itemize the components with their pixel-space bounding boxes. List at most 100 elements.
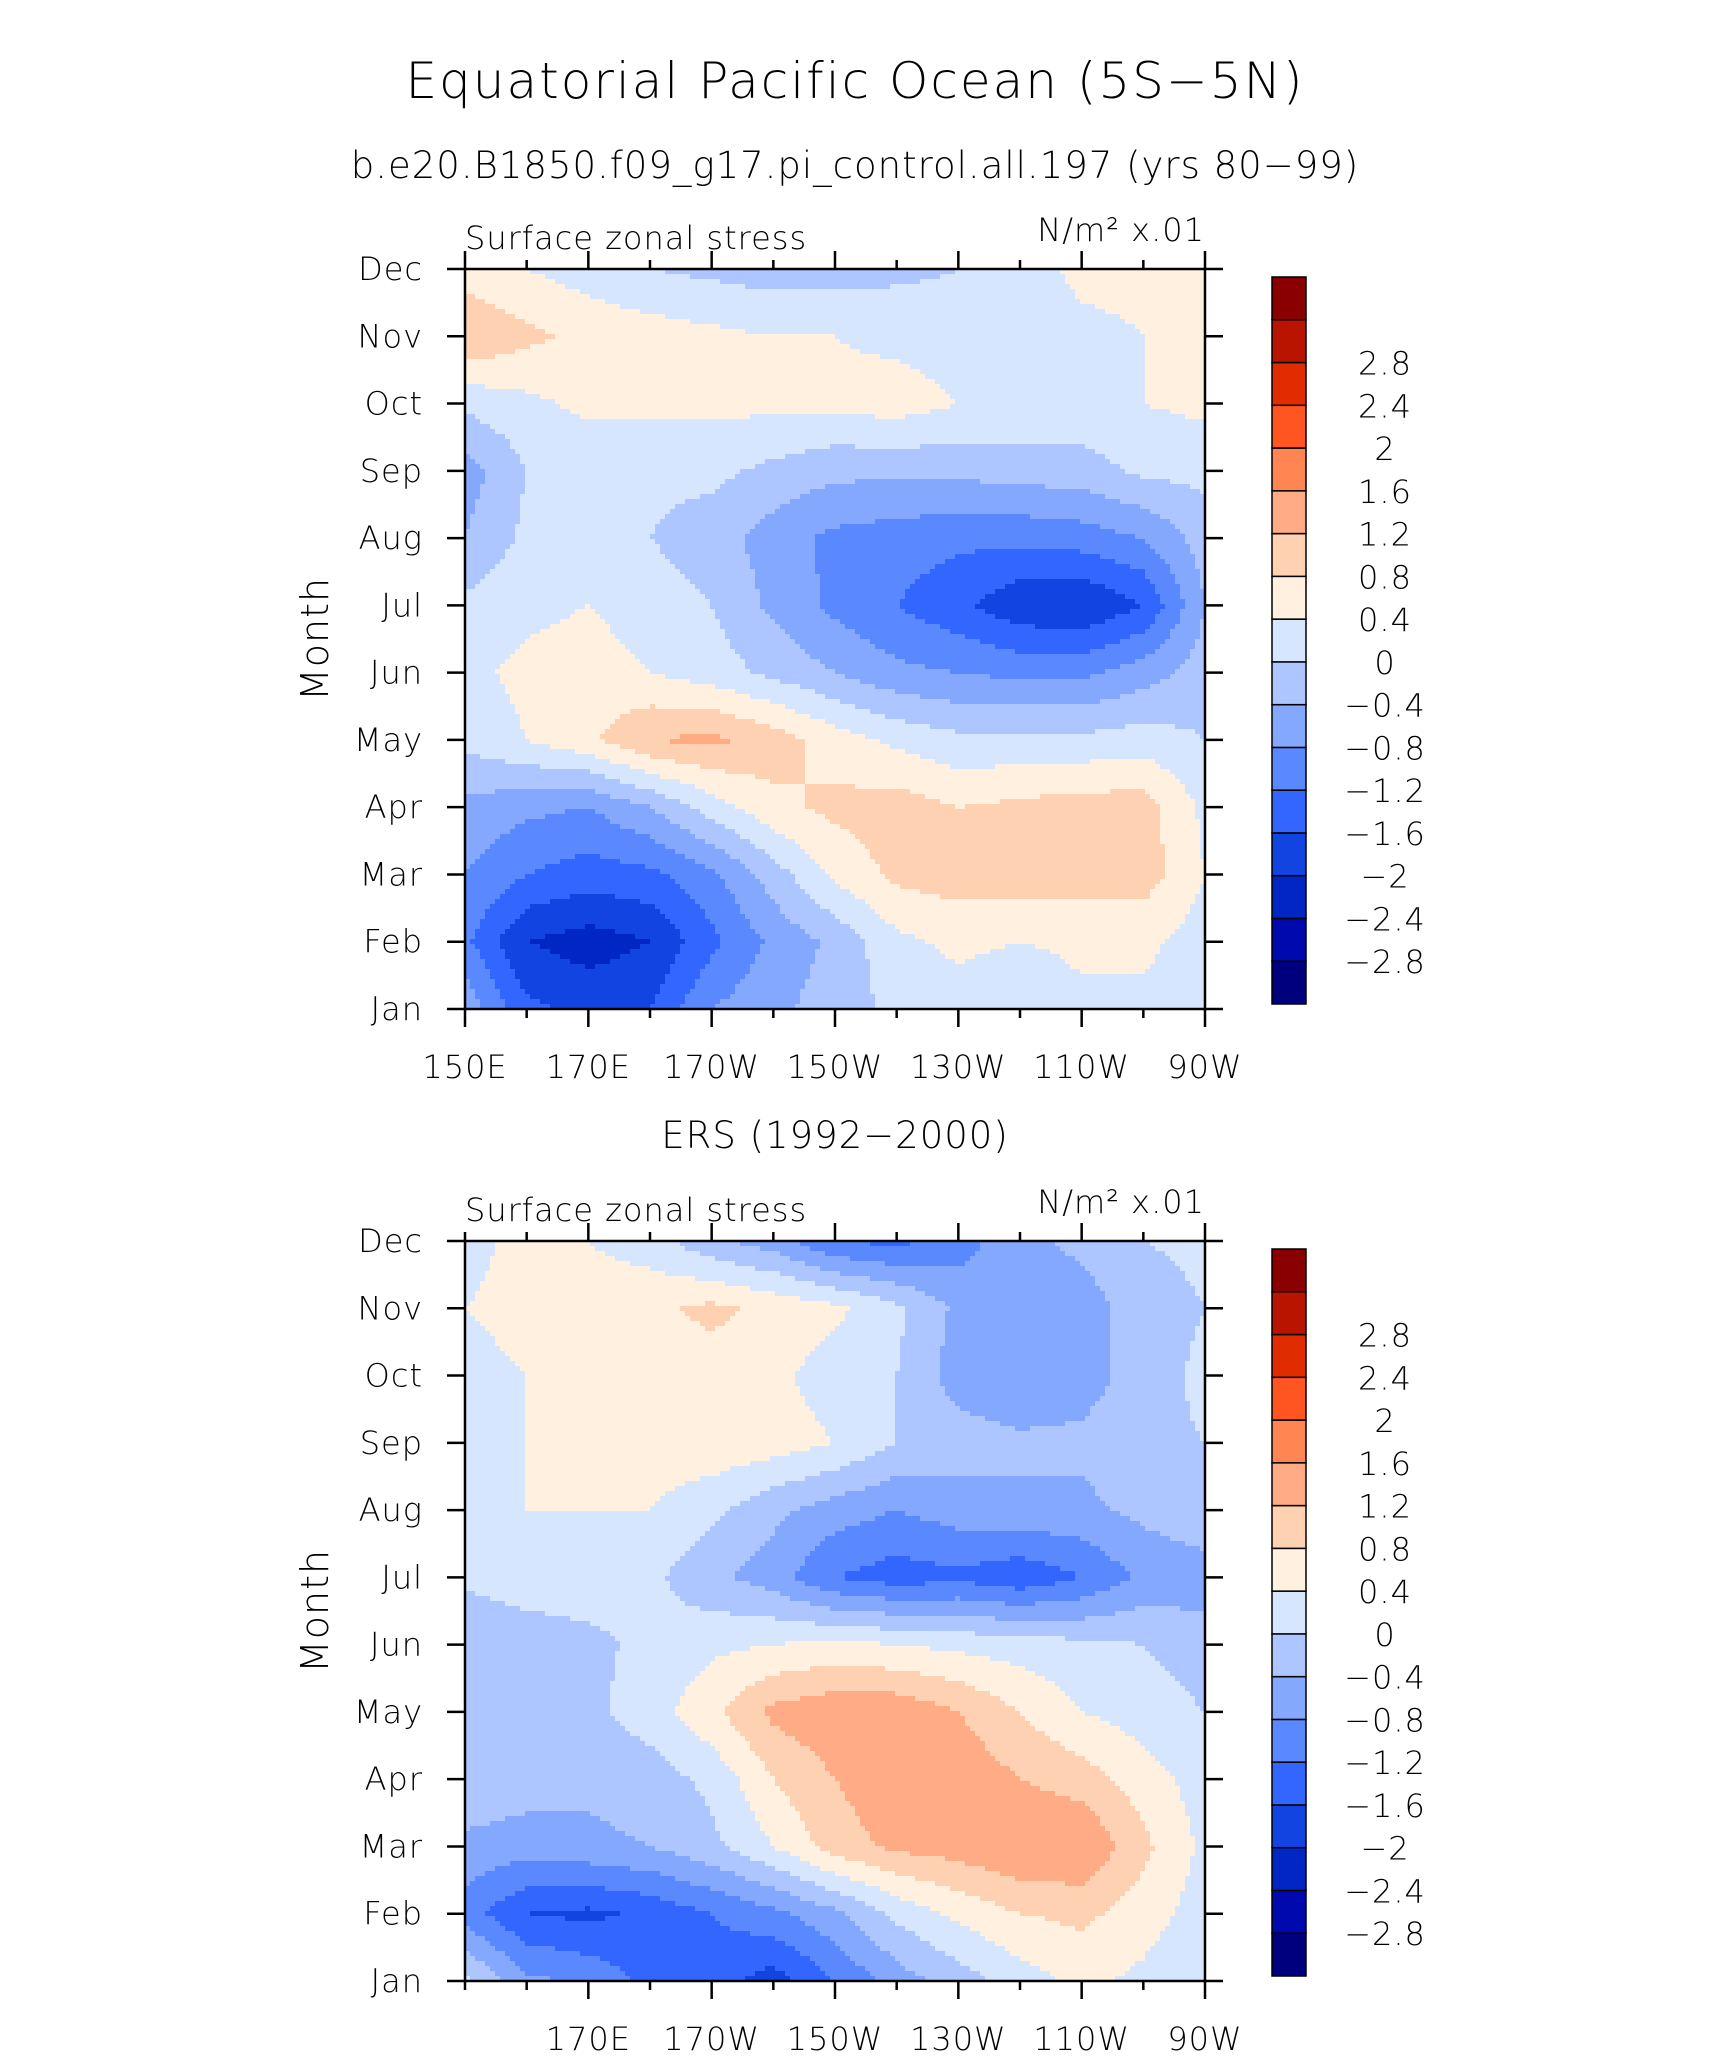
colorbar-box <box>1271 276 1307 321</box>
colorbar-label: −1.6 <box>1344 1787 1426 1825</box>
colorbar-box <box>1271 1547 1307 1592</box>
x-tick-label: 170E <box>546 2020 631 2058</box>
colorbar-label: 2 <box>1374 1402 1395 1440</box>
colorbar-box <box>1271 1376 1307 1421</box>
y-tick-label: Oct <box>365 1357 423 1395</box>
colorbar-box <box>1271 832 1307 877</box>
y-axis-label: Month <box>293 577 337 701</box>
colorbar-box <box>1271 874 1307 920</box>
y-tick-label: Nov <box>358 317 423 355</box>
figure-title: Equatorial Pacific Ocean (5S−5N) <box>405 52 1304 110</box>
colorbar-box <box>1271 532 1307 578</box>
panel-ers: ERS (1992−2000) Surface zonal stress N/m² … <box>293 1114 1426 2058</box>
colorbar-box <box>1271 575 1307 620</box>
colorbar-box <box>1271 746 1307 791</box>
colorbar-label: −0.8 <box>1344 1701 1426 1739</box>
colorbar-label: 0.8 <box>1358 1530 1412 1568</box>
x-tick-label: 90W <box>1167 1048 1242 1086</box>
colorbar-label: 0.8 <box>1358 558 1412 596</box>
colorbar-box <box>1271 319 1307 364</box>
colorbar-box <box>1271 618 1307 663</box>
colorbar-box <box>1271 1761 1307 1806</box>
x-tick-label: 150W <box>787 2020 884 2058</box>
colorbar-label: 2.4 <box>1358 1359 1412 1397</box>
x-tick-label: 130W <box>910 1048 1007 1086</box>
figure-subtitle: b.e20.B1850.f09_g17.pi_control.all.197 (… <box>351 144 1360 188</box>
colorbar-box <box>1271 404 1307 449</box>
x-tick-label: 110W <box>1033 2020 1130 2058</box>
contour-field <box>465 269 1205 1009</box>
y-tick-label: Mar <box>360 855 423 893</box>
colorbar-label: −0.4 <box>1344 687 1426 725</box>
colorbar-label: 0 <box>1374 644 1395 682</box>
colorbar-box <box>1271 1718 1307 1763</box>
units-string: N/m² x.01 <box>1037 211 1205 249</box>
y-tick-label: Jul <box>381 1558 423 1596</box>
y-tick-label: Jun <box>370 1626 423 1664</box>
panel-model: Surface zonal stress N/m² x.01 Jan Feb Mar Ap… <box>293 211 1426 1086</box>
x-tick-label: 150W <box>787 1048 884 1086</box>
contour-field <box>465 1241 1205 1981</box>
x-tick-label: 170W <box>663 1048 760 1086</box>
left-string: Surface zonal stress <box>465 219 807 257</box>
y-tick-label: Feb <box>363 1895 423 1933</box>
y-tick-label: Jan <box>371 990 423 1028</box>
colorbar-label: −0.8 <box>1344 729 1426 767</box>
y-tick-label: Jun <box>370 654 423 692</box>
x-tick-label: 170E <box>546 1048 631 1086</box>
left-string: Surface zonal stress <box>465 1191 807 1229</box>
colorbar-label: −2.4 <box>1344 1872 1426 1910</box>
y-axis-label: Month <box>293 1549 337 1673</box>
panel-title: ERS (1992−2000) <box>661 1114 1009 1157</box>
colorbar-label: 1.2 <box>1358 516 1412 554</box>
colorbar-box <box>1271 490 1307 535</box>
colorbar-label: −2.8 <box>1344 1915 1426 1953</box>
y-tick-label: Aug <box>359 1491 423 1529</box>
colorbar-box <box>1271 789 1307 834</box>
colorbar-label: 1.2 <box>1358 1488 1412 1526</box>
colorbar-box <box>1271 917 1307 962</box>
x-tick-label: 90W <box>1167 2020 1242 2058</box>
colorbar-box <box>1271 1633 1307 1678</box>
colorbar-box <box>1271 1804 1307 1849</box>
colorbar: 2.8 2.4 2 1.6 1.2 0.8 0.4 0 −0.4 −0.8 −1.2 −1.6 −2 −2… <box>1271 276 1426 1005</box>
colorbar-label: −2 <box>1360 858 1409 896</box>
y-tick-label: Nov <box>358 1289 423 1327</box>
colorbar-box <box>1271 1333 1307 1379</box>
colorbar-label: 2 <box>1374 430 1395 468</box>
colorbar-label: −0.4 <box>1344 1659 1426 1697</box>
colorbar-label: 1.6 <box>1358 473 1412 511</box>
x-tick-label: 110W <box>1033 1048 1130 1086</box>
colorbar-label: 0 <box>1374 1616 1395 1654</box>
colorbar-label: −2 <box>1360 1830 1409 1868</box>
x-tick-label: 150E <box>422 1048 507 1086</box>
colorbar-box <box>1271 1504 1307 1550</box>
colorbar-label: 2.8 <box>1358 1317 1412 1355</box>
colorbar-box <box>1271 361 1307 407</box>
colorbar-box <box>1271 960 1307 1005</box>
colorbar-label: −2.4 <box>1344 900 1426 938</box>
y-tick-label: Dec <box>358 1222 423 1260</box>
x-tick-label: 130W <box>910 2020 1007 2058</box>
colorbar-box <box>1271 1419 1307 1464</box>
y-tick-label: Apr <box>365 788 423 826</box>
colorbar-box <box>1271 1889 1307 1934</box>
colorbar-label: 0.4 <box>1358 601 1412 639</box>
colorbar-label: −1.2 <box>1344 1744 1426 1782</box>
y-tick-label: Jan <box>371 1962 423 2000</box>
colorbar-label: −1.6 <box>1344 815 1426 853</box>
y-tick-label: May <box>354 721 423 759</box>
y-tick-label: Mar <box>360 1827 423 1865</box>
colorbar-box <box>1271 1462 1307 1507</box>
colorbar-box <box>1271 1932 1307 1977</box>
y-tick-label: Jul <box>381 586 423 624</box>
y-tick-label: Sep <box>360 1424 423 1462</box>
colorbar-box <box>1271 703 1307 749</box>
colorbar-box <box>1271 447 1307 492</box>
y-tick-label: Apr <box>365 1760 423 1798</box>
colorbar-label: 1.6 <box>1358 1445 1412 1483</box>
y-tick-label: Aug <box>359 519 423 557</box>
units-string: N/m² x.01 <box>1037 1183 1205 1221</box>
colorbar-label: −2.8 <box>1344 943 1426 981</box>
